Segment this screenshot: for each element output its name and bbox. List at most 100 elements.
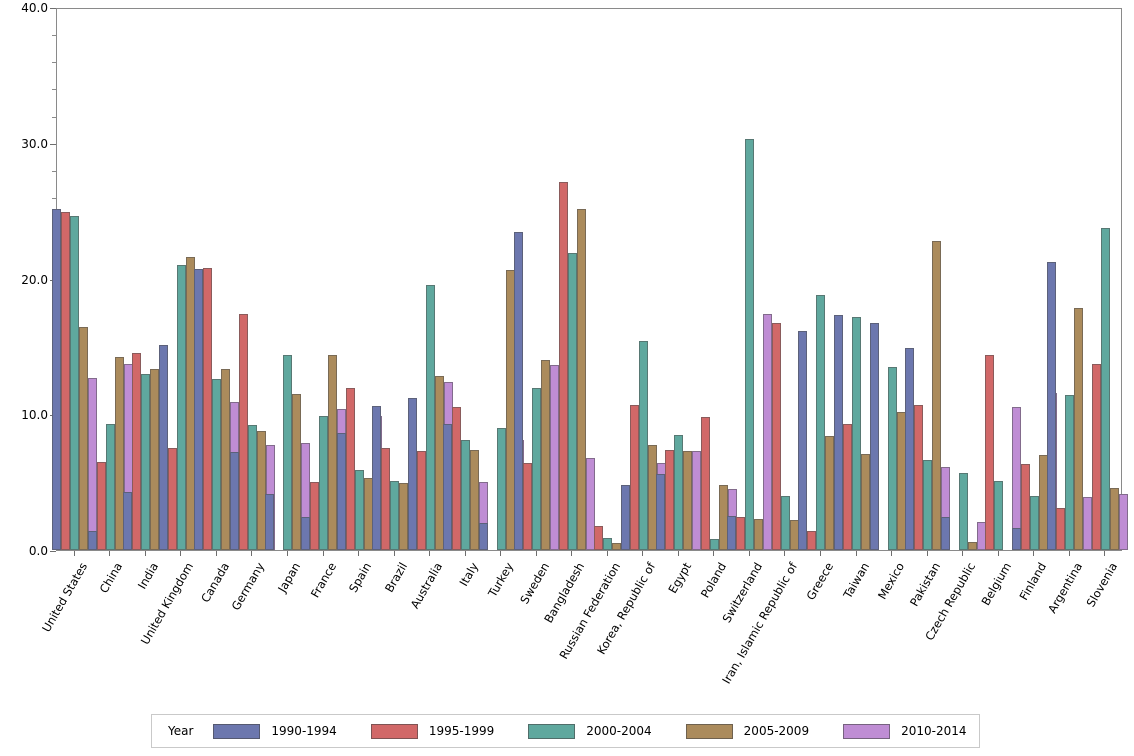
bar	[176, 264, 186, 550]
legend-color-swatch	[213, 723, 261, 739]
legend-entry[interactable]: 1995-1999	[370, 723, 495, 739]
bar	[958, 472, 968, 550]
plot-area	[52, 8, 1128, 551]
bar	[674, 434, 684, 550]
bar	[1056, 507, 1066, 550]
bar	[807, 531, 817, 550]
bar	[523, 463, 533, 550]
x-tick-mark	[606, 551, 608, 556]
bar	[558, 182, 568, 550]
bar-group	[87, 9, 133, 550]
x-tick-mark	[1068, 551, 1070, 556]
bar	[265, 494, 275, 550]
bar	[283, 354, 293, 550]
legend-entry[interactable]: 2005-2009	[685, 723, 810, 739]
bar	[114, 357, 124, 550]
x-tick-mark	[464, 551, 466, 556]
bar	[514, 232, 524, 550]
bar	[203, 267, 213, 550]
bar	[1074, 308, 1084, 550]
y-minor-tick-mark	[52, 116, 56, 118]
bar	[292, 393, 302, 550]
x-tick-mark	[109, 551, 111, 556]
bar	[541, 359, 551, 550]
x-tick-mark	[571, 551, 573, 556]
legend-entry[interactable]: 2000-2004	[528, 723, 652, 739]
bar	[61, 211, 71, 550]
bar	[718, 484, 728, 550]
x-tick-mark	[535, 551, 537, 556]
x-tick-mark	[1104, 551, 1106, 556]
bar	[603, 537, 613, 550]
bar	[229, 452, 239, 550]
bar	[345, 388, 355, 550]
bar	[505, 270, 515, 550]
bar	[647, 445, 657, 550]
bar	[709, 539, 719, 550]
x-tick-mark	[926, 551, 928, 556]
x-tick-mark	[642, 551, 644, 556]
bar	[87, 531, 97, 550]
bar	[96, 461, 106, 550]
bar	[1083, 497, 1093, 550]
x-tick-mark	[358, 551, 360, 556]
bar	[319, 415, 328, 550]
bar	[629, 404, 639, 550]
y-minor-tick-mark	[52, 35, 56, 37]
legend-color-swatch	[685, 723, 733, 739]
bar-group	[443, 9, 489, 550]
bar	[443, 423, 453, 550]
y-tick-mark	[50, 551, 56, 552]
x-tick-mark	[677, 551, 679, 556]
bar	[478, 522, 488, 550]
x-tick-mark	[286, 551, 288, 556]
bar	[736, 517, 746, 550]
bar-group	[1083, 9, 1128, 550]
bar	[763, 313, 773, 550]
bar	[336, 433, 346, 550]
bar	[132, 353, 142, 550]
bar	[940, 517, 950, 550]
bar	[1047, 262, 1057, 550]
bar	[363, 478, 373, 550]
x-tick-mark	[962, 551, 964, 556]
bar	[150, 369, 160, 550]
bar-group	[1047, 9, 1093, 550]
bar	[612, 543, 622, 550]
x-tick-mark	[393, 551, 395, 556]
bar	[745, 138, 755, 550]
x-tick-mark	[1033, 551, 1035, 556]
legend-entries: 1990-1994 1995-1999 2000-2004 2005-2009 2010…	[213, 723, 1000, 739]
bar	[771, 323, 781, 550]
bar	[576, 209, 586, 550]
bar	[825, 435, 835, 550]
legend-label: 1995-1999	[428, 724, 495, 738]
legend-color-swatch	[370, 723, 418, 739]
legend-label: 1990-1994	[271, 724, 337, 738]
x-tick-mark	[819, 551, 821, 556]
bar-group	[656, 9, 702, 550]
y-tick-label: 20.0	[21, 272, 48, 287]
legend-entry[interactable]: 2010-2014	[843, 723, 967, 739]
bar-group	[727, 9, 773, 550]
bar	[816, 294, 826, 550]
x-tick-mark	[73, 551, 75, 556]
bar	[656, 473, 666, 550]
bar	[452, 407, 462, 550]
bar	[1038, 454, 1048, 550]
x-tick-mark	[713, 551, 715, 556]
bar	[994, 480, 1004, 550]
bar	[123, 491, 133, 550]
bar	[692, 450, 702, 550]
x-tick-mark	[997, 551, 999, 556]
bar	[141, 373, 151, 550]
bar	[399, 483, 409, 550]
x-tick-mark	[891, 551, 893, 556]
legend-entry[interactable]: 1990-1994	[213, 723, 337, 739]
bar	[416, 450, 426, 550]
bar	[461, 440, 471, 550]
bar	[967, 541, 977, 550]
legend-label: 2005-2009	[743, 724, 810, 738]
y-tick-mark	[50, 143, 56, 145]
